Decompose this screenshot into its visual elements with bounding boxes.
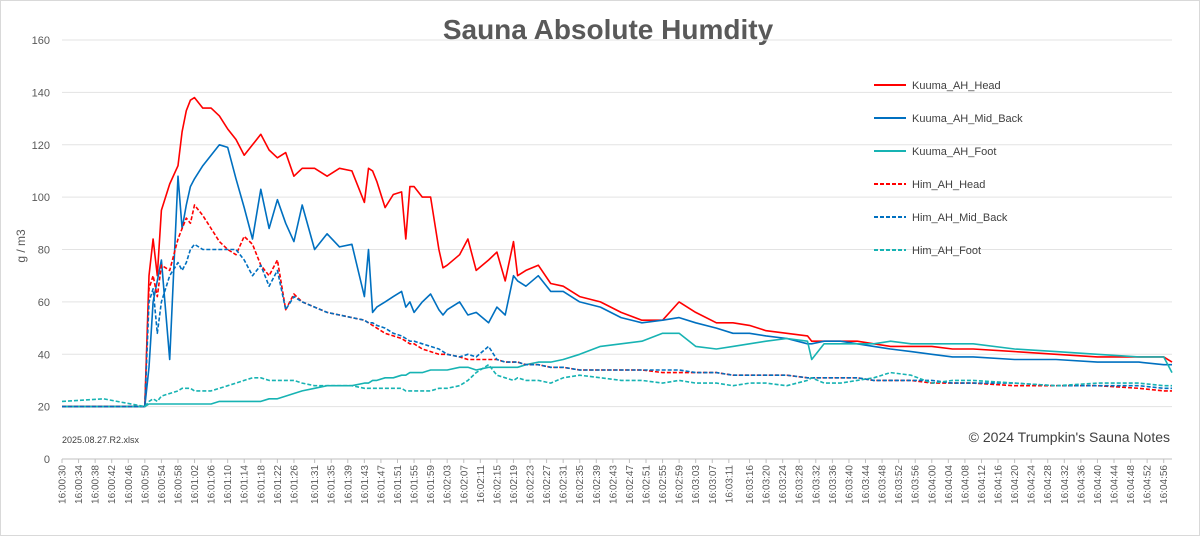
x-tick-label: 16:03:20 xyxy=(762,465,773,504)
x-tick-label: 16:04:40 xyxy=(1093,465,1104,504)
x-tick-label: 16:03:32 xyxy=(811,465,822,504)
x-tick-label: 16:01:31 xyxy=(310,465,321,504)
x-tick-label: 16:00:38 xyxy=(91,465,102,504)
legend-label: Him_AH_Head xyxy=(912,179,985,191)
x-tick-label: 16:02:39 xyxy=(592,465,603,504)
y-tick-label: 0 xyxy=(44,454,50,466)
x-tick-label: 16:03:56 xyxy=(911,465,922,504)
x-tick-label: 16:00:54 xyxy=(157,465,168,504)
x-tick-label: 16:00:50 xyxy=(140,465,151,504)
legend-label: Kuuma_AH_Head xyxy=(912,80,1001,92)
legend-label: Kuuma_AH_Mid_Back xyxy=(912,113,1023,125)
x-tick-label: 16:04:32 xyxy=(1060,465,1071,504)
copyright-text: © 2024 Trumpkin's Sauna Notes xyxy=(968,429,1170,445)
x-tick-label: 16:00:42 xyxy=(107,465,118,504)
legend-label: Kuuma_AH_Foot xyxy=(912,146,996,158)
x-tick-label: 16:02:59 xyxy=(675,465,686,504)
x-tick-label: 16:02:51 xyxy=(641,465,652,504)
y-tick-label: 60 xyxy=(38,297,50,309)
x-tick-label: 16:02:15 xyxy=(492,465,503,504)
x-tick-label: 16:02:07 xyxy=(459,465,470,504)
x-tick-label: 16:01:47 xyxy=(376,465,387,504)
x-tick-label: 16:04:52 xyxy=(1143,465,1154,504)
y-tick-label: 40 xyxy=(38,349,50,361)
x-tick-label: 16:03:48 xyxy=(878,465,889,504)
x-tick-label: 16:01:18 xyxy=(256,465,267,504)
x-tick-label: 16:03:36 xyxy=(828,465,839,504)
x-tick-label: 16:03:44 xyxy=(861,465,872,504)
series-line-him-ah-mid-back xyxy=(62,243,1172,408)
x-tick-label: 16:02:11 xyxy=(476,465,487,504)
x-tick-label: 16:01:43 xyxy=(360,465,371,504)
x-tick-label: 16:03:28 xyxy=(795,465,806,504)
x-tick-label: 16:02:31 xyxy=(559,465,570,504)
x-tick-label: 16:03:03 xyxy=(691,465,702,504)
series-line-kuuma-ah-foot xyxy=(62,332,1173,408)
x-tick-label: 16:04:28 xyxy=(1043,465,1054,504)
x-tick-label: 16:01:22 xyxy=(273,465,284,504)
x-tick-label: 16:04:36 xyxy=(1076,465,1087,504)
x-tick-label: 16:00:34 xyxy=(74,465,85,504)
y-tick-label: 140 xyxy=(32,87,50,99)
x-tick-label: 16:01:14 xyxy=(240,465,251,504)
x-axis: 16:00:30 16:00:34 16:00:38 16:00:42 16:00:46… xyxy=(58,459,1170,504)
series-lines xyxy=(61,96,1173,408)
x-tick-label: 16:01:39 xyxy=(343,465,354,504)
x-tick-label: 16:02:43 xyxy=(608,465,619,504)
x-tick-label: 16:03:16 xyxy=(745,465,756,504)
x-tick-label: 16:02:55 xyxy=(658,465,669,504)
x-tick-label: 16:01:02 xyxy=(190,465,201,504)
x-tick-label: 16:01:26 xyxy=(289,465,300,504)
x-tick-label: 16:03:52 xyxy=(894,465,905,504)
x-tick-label: 16:01:55 xyxy=(410,465,421,504)
x-tick-label: 16:00:58 xyxy=(173,465,184,504)
x-tick-label: 16:04:00 xyxy=(927,465,938,504)
x-tick-label: 16:01:06 xyxy=(207,465,218,504)
x-tick-label: 16:02:19 xyxy=(509,465,520,504)
y-tick-label: 100 xyxy=(32,192,50,204)
x-tick-label: 16:04:12 xyxy=(977,465,988,504)
legend-label: Him_AH_Foot xyxy=(912,245,981,257)
y-tick-label: 20 xyxy=(38,402,50,414)
x-tick-label: 16:04:04 xyxy=(944,465,955,504)
x-tick-label: 16:04:24 xyxy=(1027,465,1038,504)
x-tick-label: 16:01:51 xyxy=(393,465,404,504)
y-tick-label: 160 xyxy=(32,35,50,47)
x-tick-label: 16:00:46 xyxy=(124,465,135,504)
legend: Kuuma_AH_Head Kuuma_AH_Mid_Back Kuuma_AH_F… xyxy=(874,80,1023,257)
x-tick-label: 16:04:20 xyxy=(1010,465,1021,504)
y-axis: 0 20 40 60 80 100 120 140 160 xyxy=(32,35,50,466)
x-tick-label: 16:02:47 xyxy=(625,465,636,504)
legend-label: Him_AH_Mid_Back xyxy=(912,212,1008,224)
x-tick-label: 16:03:07 xyxy=(708,465,719,504)
x-tick-label: 16:04:56 xyxy=(1159,465,1170,504)
series-line-kuuma-ah-head xyxy=(62,96,1173,408)
x-tick-label: 16:03:24 xyxy=(778,465,789,504)
x-tick-label: 16:02:27 xyxy=(542,465,553,504)
y-axis-label: g / m3 xyxy=(14,229,28,263)
x-tick-label: 16:02:23 xyxy=(526,465,537,504)
x-tick-label: 16:01:35 xyxy=(327,465,338,504)
series-line-kuuma-ah-mid-back xyxy=(62,144,1172,408)
x-tick-label: 16:03:40 xyxy=(844,465,855,504)
series-line-him-ah-head xyxy=(62,204,1172,408)
series-line-him-ah-foot xyxy=(61,363,1172,408)
x-tick-label: 16:00:30 xyxy=(58,465,69,504)
x-tick-label: 16:04:08 xyxy=(960,465,971,504)
y-tick-label: 120 xyxy=(32,140,50,152)
y-tick-label: 80 xyxy=(38,245,50,257)
x-tick-label: 16:04:16 xyxy=(994,465,1005,504)
x-tick-label: 16:03:11 xyxy=(724,465,735,504)
x-tick-label: 16:02:03 xyxy=(443,465,454,504)
gridlines xyxy=(62,39,1172,460)
x-tick-label: 16:04:48 xyxy=(1126,465,1137,504)
x-tick-label: 16:04:44 xyxy=(1110,465,1121,504)
x-tick-label: 16:02:35 xyxy=(575,465,586,504)
source-file-label: 2025.08.27.R2.xlsx xyxy=(62,435,140,445)
x-tick-label: 16:01:10 xyxy=(223,465,234,504)
x-tick-label: 16:01:59 xyxy=(426,465,437,504)
